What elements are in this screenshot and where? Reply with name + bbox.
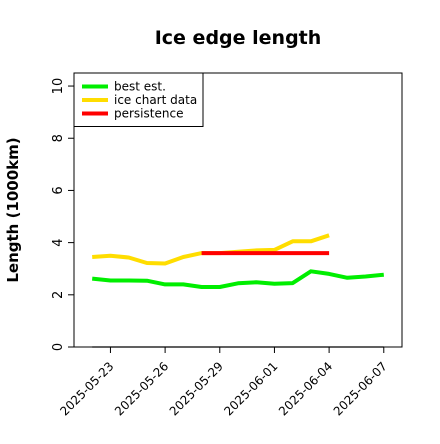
legend-label-persistence: persistence xyxy=(114,107,183,121)
y-tick-label-6: 6 xyxy=(51,186,66,194)
series-line-best-est- xyxy=(92,271,384,287)
x-tick-label-2025-05-23: 2025-05-23 xyxy=(57,359,116,418)
plot-area xyxy=(92,235,384,347)
x-tick-label-2025-05-29: 2025-05-29 xyxy=(167,359,226,418)
y-tick-label-2: 2 xyxy=(51,291,66,299)
x-tick-label-2025-06-04: 2025-06-04 xyxy=(276,359,335,418)
y-tick-label-10: 10 xyxy=(51,78,66,95)
y-tick-label-0: 0 xyxy=(51,343,66,351)
y-axis-label: Length (1000km) xyxy=(4,137,22,282)
y-tick-label-4: 4 xyxy=(51,238,66,246)
chart-title: Ice edge length xyxy=(155,27,322,49)
legend-label-best-est-: best est. xyxy=(114,80,166,94)
series-ice-chart-data xyxy=(92,235,329,263)
y-tick-label-8: 8 xyxy=(51,134,66,142)
x-tick-label-2025-05-26: 2025-05-26 xyxy=(112,359,171,418)
series-line-ice-chart-data xyxy=(92,235,329,263)
series-best-est- xyxy=(92,271,384,287)
legend-label-ice-chart-data: ice chart data xyxy=(114,93,197,107)
x-tick-label-2025-06-01: 2025-06-01 xyxy=(221,359,280,418)
x-tick-label-2025-06-07: 2025-06-07 xyxy=(331,359,390,418)
